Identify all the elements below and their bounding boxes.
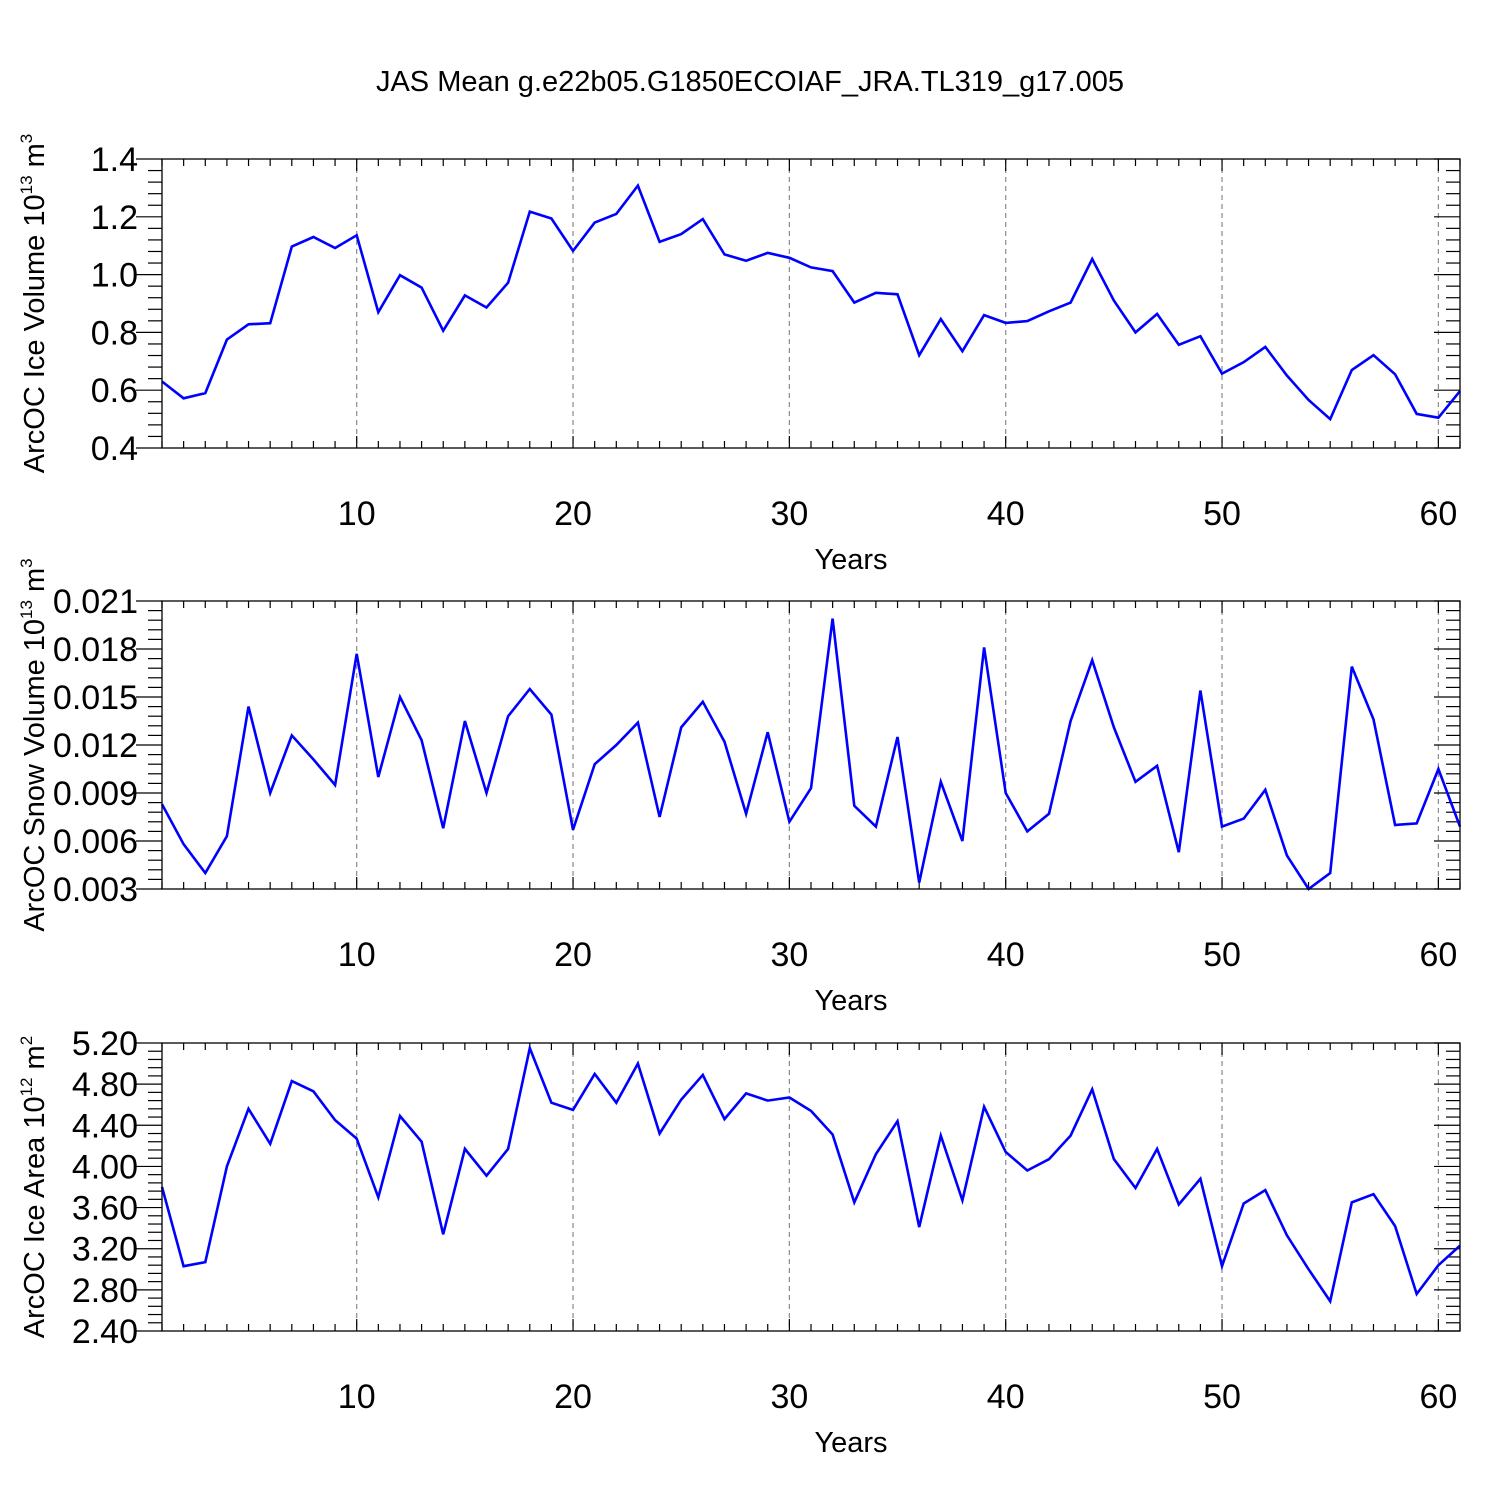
x-tick-label: 10: [338, 1378, 376, 1416]
x-tick-label: 40: [987, 495, 1025, 533]
y-tick-label: 1.2: [91, 199, 138, 237]
y-axis-label: ArcOC Ice Area 1012 m2: [17, 1036, 51, 1338]
x-tick-label: 30: [770, 936, 808, 974]
x-tick-label: 60: [1419, 495, 1457, 533]
y-tick-label: 2.80: [72, 1272, 138, 1310]
series-line: [160, 618, 1462, 891]
x-tick-label: 40: [987, 1378, 1025, 1416]
y-tick-label: 5.20: [72, 1025, 138, 1063]
y-tick-label: 1.0: [91, 257, 138, 295]
plot-frame: [161, 1042, 1461, 1332]
figure-title: JAS Mean g.e22b05.G1850ECOIAF_JRA.TL319_…: [376, 66, 1124, 98]
panels: 0.4 0.6 0.8 1.0 1.2 1.4 10 20 30 40 50 60 Years ArcOC…: [17, 134, 1462, 1459]
y-tick-label: 4.40: [72, 1107, 138, 1145]
y-tick-label: 3.20: [72, 1231, 138, 1269]
y-axis-label: ArcOC Snow Volume 1013 m3: [17, 558, 51, 931]
panel-3: 2.402.803.203.60 4.004.404.805.20 10 20 30 40…: [17, 1025, 1461, 1459]
y-tick-label: 0.4: [91, 430, 138, 468]
x-axis-label: Years: [814, 985, 887, 1017]
x-tick-label: 20: [554, 936, 592, 974]
y-axis-label: ArcOC Ice Volume 1013 m3: [17, 134, 51, 473]
panel-2: 0.003 0.006 0.009 0.012 0.015 0.018 0.021 10 20 3…: [17, 558, 1462, 1017]
x-tick-label: 30: [770, 495, 808, 533]
y-tick-label: 0.003: [53, 871, 138, 909]
x-tick-label: 20: [554, 495, 592, 533]
y-tick-label: 0.021: [53, 583, 138, 621]
y-tick-label: 0.8: [91, 314, 138, 352]
y-tick-label: 2.40: [72, 1313, 138, 1351]
x-tick-label: 10: [338, 495, 376, 533]
y-tick-label: 4.80: [72, 1066, 138, 1104]
y-tick-label: 0.009: [53, 775, 138, 813]
y-tick-label: 0.015: [53, 679, 138, 717]
series-line: [160, 1043, 1461, 1305]
plot-frame: [161, 600, 1461, 890]
y-tick-label: 1.4: [91, 141, 138, 179]
x-tick-label: 50: [1203, 495, 1241, 533]
panel-1: 0.4 0.6 0.8 1.0 1.2 1.4 10 20 30 40 50 60 Years ArcOC…: [17, 134, 1462, 576]
x-tick-label: 60: [1419, 1378, 1457, 1416]
y-tick-label: 0.012: [53, 727, 138, 765]
y-tick-label: 4.00: [72, 1148, 138, 1186]
plot-frame: [161, 158, 1461, 449]
series-line: [161, 182, 1462, 422]
y-tick-label: 3.60: [72, 1190, 138, 1228]
y-tick-label: 0.6: [91, 372, 138, 410]
x-tick-label: 60: [1419, 936, 1457, 974]
x-axis-label: Years: [814, 1427, 887, 1459]
y-tick-label: 0.018: [53, 631, 138, 669]
x-tick-label: 50: [1203, 1378, 1241, 1416]
x-axis-label: Years: [814, 544, 887, 576]
x-tick-label: 20: [554, 1378, 592, 1416]
x-tick-label: 40: [987, 936, 1025, 974]
x-tick-label: 10: [338, 936, 376, 974]
x-tick-label: 50: [1203, 936, 1241, 974]
x-tick-label: 30: [770, 1378, 808, 1416]
y-tick-label: 0.006: [53, 823, 138, 861]
